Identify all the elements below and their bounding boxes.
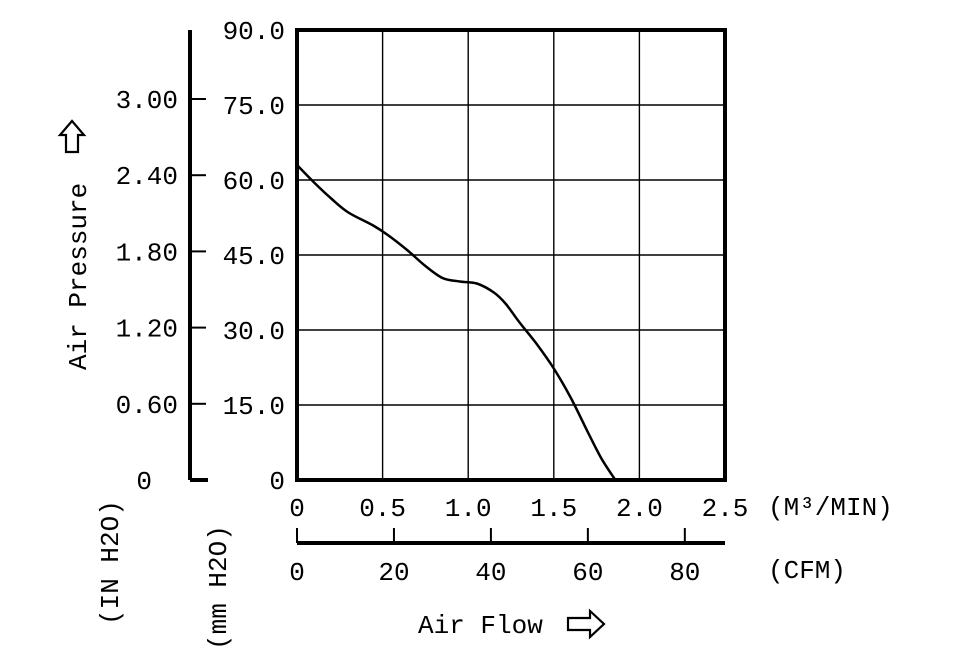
plot-frame (295, 28, 727, 482)
y-tick-label-mm: 90.0 (223, 17, 285, 47)
x-ticks-cfm: 0 20 40 60 80 (289, 528, 700, 588)
y-tick-label-mm: 75.0 (223, 92, 285, 122)
x-tick-label-m3: 2.5 (702, 494, 749, 524)
x-tick-label-cfm: 80 (669, 558, 700, 588)
x-tick-label-m3: 0 (289, 494, 305, 524)
y-tick-label-in: 1.20 (116, 315, 178, 345)
x-tick-label-cfm: 40 (475, 558, 506, 588)
y-tick-label-in: 1.80 (116, 238, 178, 268)
x-axis-title: Air Flow (418, 611, 543, 641)
x-tick-label-m3: 1.5 (530, 494, 577, 524)
y-tick-label-in: 3.00 (116, 86, 178, 116)
y-ticks-mm-h2o: 0 15.0 30.0 45.0 60.0 75.0 90.0 (223, 17, 285, 497)
grid-lines (297, 30, 725, 480)
x-unit-secondary: (CFM) (768, 556, 846, 586)
x-axis-arrow-icon (566, 608, 606, 640)
y-ticks-in-h2o: 0 0.60 1.20 1.80 2.40 3.00 (116, 86, 206, 497)
x-unit-primary: (M³/MIN) (768, 493, 893, 523)
y-axis-arrow-icon (57, 119, 87, 154)
y-tick-label-mm: 15.0 (223, 392, 285, 422)
y-unit-secondary: (IN H2O) (96, 500, 126, 625)
y-axis-title: Air Pressure (64, 183, 94, 370)
y-tick-label-mm: 0 (269, 467, 285, 497)
y-unit-primary: (mm H2O) (204, 525, 234, 650)
y-tick-label-mm: 30.0 (223, 317, 285, 347)
y-tick-label-mm: 60.0 (223, 167, 285, 197)
x-ticks-m3-min: 0 0.5 1.0 1.5 2.0 2.5 (289, 494, 748, 524)
y-tick-label-in: 0 (136, 467, 152, 497)
y-tick-label-in: 2.40 (116, 162, 178, 192)
x-tick-label-cfm: 0 (289, 558, 305, 588)
y-tick-label-in: 0.60 (116, 391, 178, 421)
x-tick-label-m3: 1.0 (445, 494, 492, 524)
series-line-pressure-flow (296, 164, 617, 481)
y-tick-label-mm: 45.0 (223, 242, 285, 272)
x-tick-label-m3: 2.0 (616, 494, 663, 524)
x-tick-label-cfm: 20 (378, 558, 409, 588)
x-tick-label-cfm: 60 (572, 558, 603, 588)
x-tick-label-m3: 0.5 (359, 494, 406, 524)
